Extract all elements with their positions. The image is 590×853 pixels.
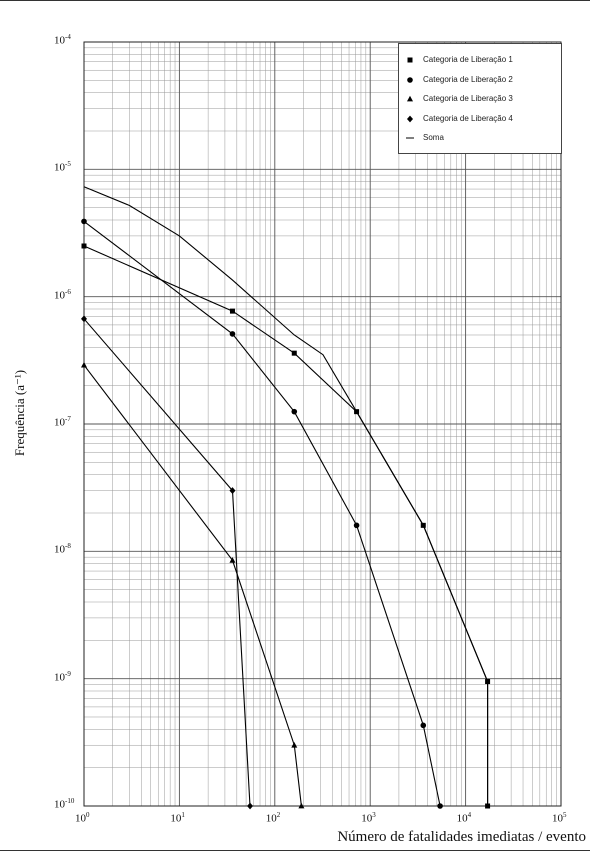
x-tick-label: 103	[361, 811, 376, 825]
x-tick-label: 105	[552, 811, 567, 825]
x-tick-label: 101	[170, 811, 185, 825]
data-point-circle	[81, 218, 87, 225]
data-point-triangle	[229, 557, 236, 563]
top-rule	[0, 0, 590, 1]
legend-label: Categoria de Liberação 3	[423, 94, 513, 103]
data-point-triangle	[81, 361, 87, 368]
y-tick-label: 10-8	[54, 542, 71, 556]
grid-major	[83, 42, 561, 807]
data-point-circle	[420, 722, 427, 729]
data-point-square	[81, 243, 87, 249]
legend-label: Soma	[423, 133, 444, 142]
legend-item: Categoria de Liberação 4	[399, 113, 559, 125]
x-tick-label: 104	[456, 811, 472, 825]
series-lines	[83, 186, 489, 807]
legend-item: Categoria de Liberação 3	[399, 93, 559, 105]
series-line	[83, 364, 302, 807]
legend-marker-icon	[405, 133, 415, 143]
series-line	[83, 186, 489, 806]
legend-marker-icon	[405, 94, 415, 104]
y-tick-label: 10-9	[54, 669, 71, 684]
data-point-square	[291, 350, 297, 356]
legend-marker-icon	[405, 114, 415, 124]
legend-marker-icon	[405, 55, 415, 65]
data-point-diamond	[229, 487, 236, 494]
series-line	[83, 245, 489, 806]
y-tick-label: 10-5	[54, 160, 71, 174]
data-point-square	[485, 679, 491, 685]
y-tick-label: 10-6	[54, 287, 71, 302]
data-point-triangle	[298, 802, 305, 809]
legend-item: Categoria de Liberação 2	[399, 74, 559, 86]
legend-label: Categoria de Liberação 2	[423, 74, 513, 84]
legend-label: Categoria de Liberação 4	[423, 113, 513, 123]
data-point-square	[485, 803, 491, 809]
y-tick-label: 10-10	[54, 797, 75, 811]
x-axis-label: Número de fatalidades imediatas / evento	[337, 829, 586, 845]
data-point-circle	[291, 408, 298, 415]
x-tick-label: 102	[265, 811, 281, 825]
data-point-square	[420, 522, 426, 528]
legend-item: Categoria de Liberação 1	[399, 54, 559, 66]
plot-frame	[83, 41, 562, 807]
legend: Categoria de Liberação 1 Categoria de Lib…	[398, 43, 562, 154]
data-point-square	[354, 409, 360, 415]
bottom-rule	[0, 850, 590, 851]
data-point-diamond	[247, 802, 254, 810]
legend-marker-icon	[405, 75, 415, 85]
x-tick-label: 100	[75, 811, 90, 825]
data-point-circle	[229, 331, 236, 337]
data-point-circle	[437, 803, 443, 809]
data-point-triangle	[291, 742, 298, 748]
y-tick-label: 10-4	[54, 33, 71, 47]
series-markers	[81, 218, 491, 810]
data-point-square	[229, 308, 235, 314]
y-tick-label: 10-7	[54, 415, 71, 429]
series-line	[83, 220, 441, 807]
data-point-diamond	[81, 315, 87, 323]
y-axis-label: Frequência (a⁻¹)	[12, 369, 27, 457]
data-point-circle	[353, 522, 360, 529]
legend-item: Soma	[399, 132, 559, 144]
legend-label: Categoria de Liberação 1	[423, 55, 513, 64]
